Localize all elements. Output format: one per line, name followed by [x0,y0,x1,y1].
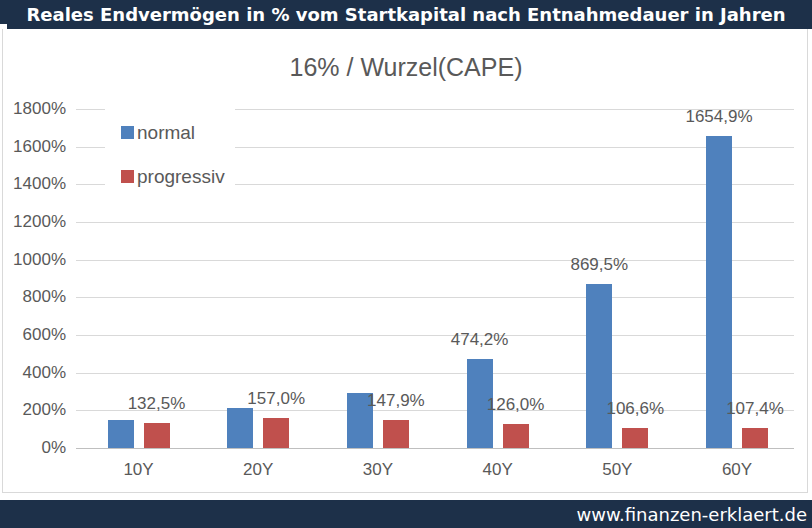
bar-normal-10Y [108,420,134,448]
chart-title: 16% / Wurzel(CAPE) [0,53,812,82]
data-label-progressiv-40Y: 126,0% [471,382,561,414]
bar-progressiv-30Y [383,420,409,448]
legend-swatch-normal [121,126,134,139]
bar-normal-50Y [586,284,612,448]
y-axis-tick-label: 1200% [0,213,66,231]
data-label-progressiv-30Y: 147,9% [351,378,441,410]
y-axis-tick-label: 1600% [0,138,66,156]
y-axis-tick-label: 200% [0,401,66,419]
legend-item-progressiv: progressiv [121,167,225,186]
data-label-progressiv-10Y: 132,5% [112,381,202,413]
y-axis-tick-label: 400% [0,364,66,382]
x-axis-category-label: 50Y [577,461,657,479]
data-label-progressiv-50Y: 106,6% [590,386,680,418]
y-axis-tick-label: 1800% [0,100,66,118]
data-label-normal-40Y: 474,2% [435,317,525,349]
bar-progressiv-60Y [742,428,768,448]
data-label-progressiv-60Y: 107,4% [710,386,800,418]
x-axis-category-label: 20Y [218,461,298,479]
x-axis-category-label: 30Y [338,461,418,479]
header-title: Reales Endvermögen in % vom Startkapital… [26,4,785,25]
footer-bar: www.finanzen-erklaert.de [0,500,812,528]
y-axis-tick-label: 1000% [0,251,66,269]
y-axis-tick-label: 600% [0,326,66,344]
bar-progressiv-10Y [144,423,170,448]
x-axis-category-label: 40Y [458,461,538,479]
gridline [76,222,794,223]
y-axis-tick-label: 0% [0,439,66,457]
legend-swatch-progressiv [121,170,134,183]
legend-item-normal: normal [121,123,195,142]
data-label-normal-50Y: 869,5% [554,242,644,274]
y-axis-tick-label: 1400% [0,175,66,193]
y-axis-tick-label: 800% [0,288,66,306]
legend: normal progressiv [105,108,235,196]
x-axis-category-label: 60Y [697,461,777,479]
data-label-progressiv-20Y: 157,0% [231,376,321,408]
legend-label-progressiv: progressiv [137,167,225,186]
bar-progressiv-40Y [503,424,529,448]
header-bar: Reales Endvermögen in % vom Startkapital… [0,0,812,29]
footer-url: www.finanzen-erklaert.de [576,504,812,525]
bar-progressiv-20Y [263,418,289,448]
page: Reales Endvermögen in % vom Startkapital… [0,0,812,528]
x-axis-line [76,448,794,449]
bar-progressiv-50Y [622,428,648,448]
x-axis-category-label: 10Y [99,461,179,479]
legend-label-normal: normal [137,123,195,142]
bar-normal-20Y [227,408,253,448]
gridline [76,373,794,374]
gridline [76,297,794,298]
data-label-normal-60Y: 1654,9% [674,94,764,126]
gridline [76,260,794,261]
